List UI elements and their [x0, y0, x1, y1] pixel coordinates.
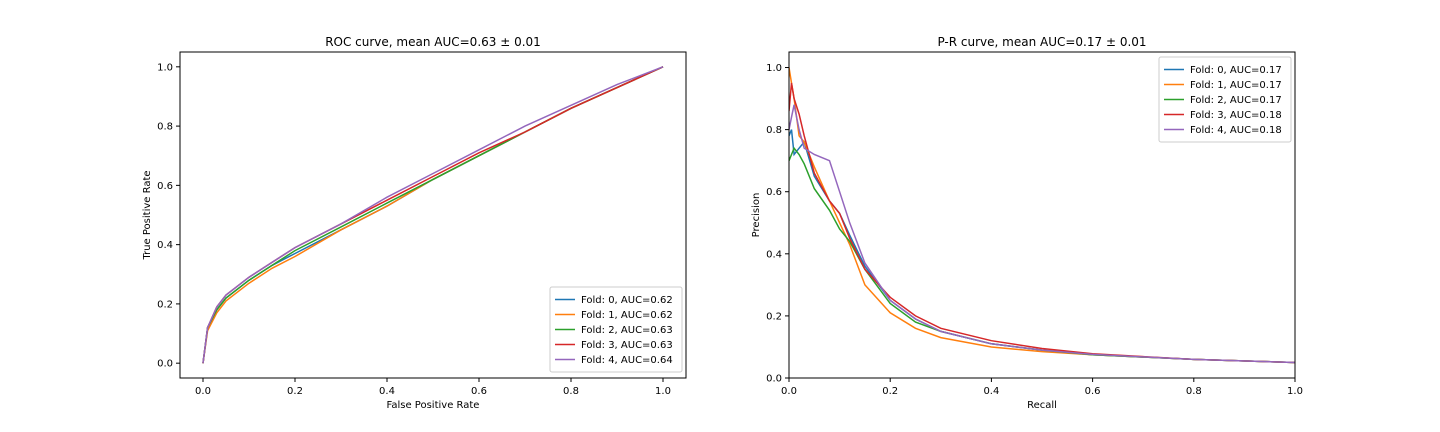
- y-tick-label: 0.4: [157, 240, 173, 251]
- x-tick-label: 0.4: [379, 386, 395, 397]
- x-tick-label: 0.0: [781, 386, 797, 397]
- y-tick-label: 0.0: [766, 374, 782, 385]
- roc-plot-frame: [179, 51, 687, 379]
- legend-label: Fold: 2, AUC=0.17: [1190, 95, 1282, 106]
- pr-x-axis-label: Recall: [1027, 400, 1057, 411]
- legend-label: Fold: 3, AUC=0.18: [1190, 110, 1282, 121]
- x-tick-label: 1.0: [1287, 386, 1303, 397]
- roc-x-ticks: 0.0 0.2 0.4 0.6 0.8 1.0: [195, 378, 671, 397]
- y-tick-label: 0.0: [157, 359, 173, 370]
- legend-box: [1158, 56, 1292, 143]
- x-tick-label: 0.4: [983, 386, 999, 397]
- roc-x-axis-label: False Positive Rate: [387, 400, 480, 411]
- pr-y-ticks: 0.0 0.2 0.4 0.6 0.8 1.0: [766, 63, 789, 385]
- x-tick-label: 0.8: [563, 386, 579, 397]
- pr-series-line-fold-2: [789, 146, 1295, 364]
- y-tick-label: 0.8: [766, 125, 782, 136]
- legend-label: Fold: 4, AUC=0.18: [1190, 125, 1282, 136]
- y-tick-label: 0.6: [157, 181, 173, 192]
- roc-chart: ROC curve, mean AUC=0.63 ± 0.01 0.0 0.2 0.…: [142, 35, 687, 411]
- roc-marks: [202, 66, 664, 364]
- x-tick-label: 1.0: [655, 386, 671, 397]
- roc-y-ticks: 0.0 0.2 0.4 0.6 0.8 1.0: [157, 62, 180, 370]
- x-tick-label: 0.6: [1085, 386, 1101, 397]
- roc-title: ROC curve, mean AUC=0.63 ± 0.01: [325, 35, 541, 49]
- x-tick-label: 0.8: [1186, 386, 1202, 397]
- pr-series-line-fold-0: [789, 129, 1295, 364]
- y-tick-label: 0.4: [766, 249, 782, 260]
- pr-series-line-fold-1: [789, 67, 1295, 364]
- pr-plot-frame: [788, 51, 1296, 379]
- roc-y-axis-label: True Positive Rate: [142, 170, 153, 260]
- y-tick-label: 1.0: [766, 63, 782, 74]
- pr-series-line-fold-3: [789, 82, 1295, 364]
- legend-label: Fold: 3, AUC=0.63: [581, 340, 673, 351]
- y-tick-label: 0.6: [766, 187, 782, 198]
- y-tick-label: 0.2: [157, 299, 173, 310]
- pr-title: P-R curve, mean AUC=0.17 ± 0.01: [937, 35, 1146, 49]
- x-tick-label: 0.0: [195, 386, 211, 397]
- legend-box: [549, 286, 683, 373]
- pr-legend: Fold: 0, AUC=0.17 Fold: 1, AUC=0.17 Fold: …: [1158, 56, 1292, 143]
- legend-label: Fold: 1, AUC=0.17: [1190, 80, 1282, 91]
- legend-label: Fold: 4, AUC=0.64: [581, 355, 673, 366]
- pr-chart: P-R curve, mean AUC=0.17 ± 0.01 0.0 0.2 0.…: [751, 35, 1303, 411]
- y-tick-label: 0.2: [766, 311, 782, 322]
- x-tick-label: 0.2: [882, 386, 898, 397]
- pr-series-line-fold-4: [789, 104, 1295, 364]
- x-tick-label: 0.6: [471, 386, 487, 397]
- legend-label: Fold: 0, AUC=0.62: [581, 295, 673, 306]
- pr-x-ticks: 0.0 0.2 0.4 0.6 0.8 1.0: [781, 378, 1303, 397]
- legend-label: Fold: 1, AUC=0.62: [581, 310, 673, 321]
- y-tick-label: 1.0: [157, 62, 173, 73]
- pr-y-axis-label: Precision: [751, 193, 762, 238]
- x-tick-label: 0.2: [287, 386, 303, 397]
- y-tick-label: 0.8: [157, 122, 173, 133]
- legend-label: Fold: 2, AUC=0.63: [581, 325, 673, 336]
- legend-label: Fold: 0, AUC=0.17: [1190, 65, 1282, 76]
- pr-marks: [789, 67, 1295, 364]
- roc-legend: Fold: 0, AUC=0.62 Fold: 1, AUC=0.62 Fold: …: [549, 286, 683, 373]
- roc-series-line-fold-4: [202, 66, 664, 364]
